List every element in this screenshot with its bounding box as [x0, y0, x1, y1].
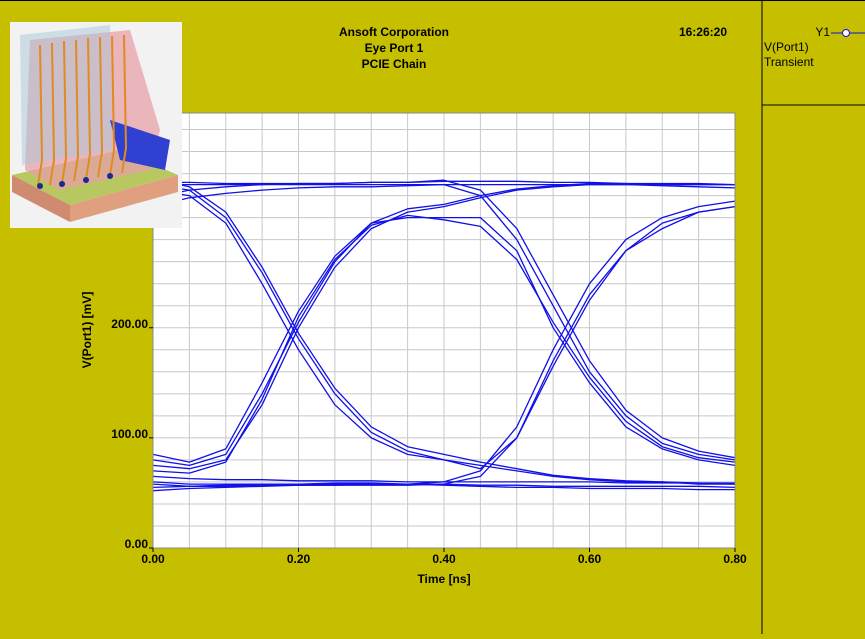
y-axis-label: V(Port1) [mV] [80, 292, 94, 369]
y-tick-label: 100.00 [111, 427, 148, 441]
legend-subtitle: Transient [764, 55, 814, 69]
y-tick-label: 200.00 [111, 317, 148, 331]
x-tick-label: 0.40 [432, 552, 456, 566]
x-tick-label: 0.80 [723, 552, 747, 566]
title-line: Ansoft Corporation [339, 25, 449, 39]
title-line: PCIE Chain [362, 57, 427, 71]
chart: Ansoft Corporation Eye Port 1 PCIE Chain… [0, 0, 865, 634]
timestamp: 16:26:20 [679, 25, 727, 39]
x-axis-label: Time [ns] [417, 572, 470, 586]
thumbnail [10, 22, 182, 228]
y-tick-label: 0.00 [125, 537, 149, 551]
legend-marker [843, 30, 850, 37]
x-tick-label: 0.00 [141, 552, 165, 566]
legend-axis: Y1 [815, 25, 830, 39]
legend-entry: V(Port1) [764, 40, 809, 54]
x-tick-label: 0.60 [578, 552, 602, 566]
page: {"chart_data": { "type": "line", "title"… [0, 0, 865, 634]
title-line: Eye Port 1 [365, 41, 424, 55]
x-tick-label: 0.20 [287, 552, 311, 566]
